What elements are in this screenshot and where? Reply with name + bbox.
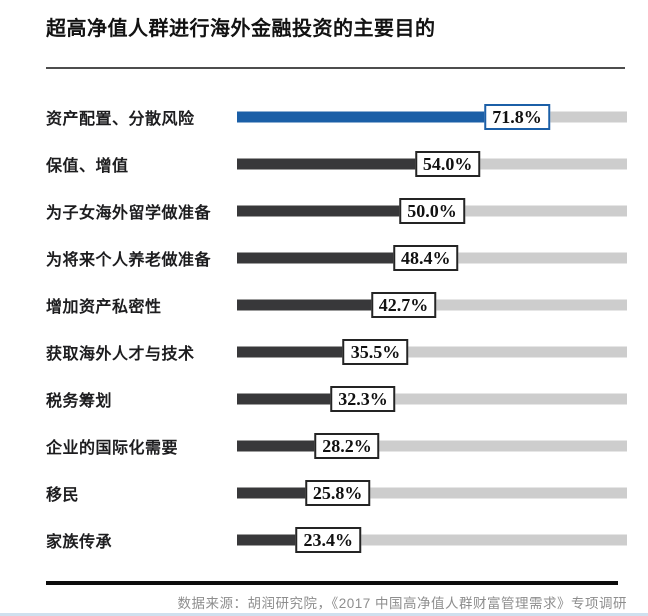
page-title: 超高净值人群进行海外金融投资的主要目的	[46, 18, 436, 40]
category-label: 资产配置、分散风险	[46, 110, 195, 128]
chart-row: 为将来个人养老做准备 48.4%	[46, 234, 627, 281]
bar-area: 28.2%	[237, 431, 627, 461]
category-label: 保值、增值	[46, 157, 129, 175]
chart-row: 移民 25.8%	[46, 469, 627, 516]
bar-area: 42.7%	[237, 290, 627, 320]
chart-row: 保值、增值 54.0%	[46, 140, 627, 187]
bar-chart: 资产配置、分散风险 71.8% 保值、增值 54.0% 为子女海外留学做准备 50.0% 为…	[46, 93, 627, 563]
category-label: 获取海外人才与技术	[46, 345, 195, 363]
chart-row: 增加资产私密性 42.7%	[46, 281, 627, 328]
chart-row: 税务筹划 32.3%	[46, 375, 627, 422]
bar-track	[237, 440, 627, 451]
category-label: 企业的国际化需要	[46, 439, 179, 457]
bar-area: 32.3%	[237, 384, 627, 414]
category-label: 家族传承	[46, 533, 113, 551]
bar-area: 71.8%	[237, 102, 627, 132]
chart-row: 家族传承 23.4%	[46, 516, 627, 563]
page-bottom-strip	[0, 613, 648, 616]
bar-track	[237, 393, 627, 404]
value-label-box: 28.2%	[314, 432, 380, 459]
bar-area: 23.4%	[237, 525, 627, 555]
bar-track	[237, 534, 627, 545]
bar-fill	[237, 346, 376, 357]
category-label: 为将来个人养老做准备	[46, 251, 212, 269]
bar-area: 35.5%	[237, 337, 627, 367]
value-label-box: 25.8%	[304, 479, 371, 506]
chart-row: 资产配置、分散风险 71.8%	[46, 93, 627, 140]
bar-track	[237, 346, 627, 357]
bar-fill	[237, 158, 448, 169]
chart-row: 获取海外人才与技术 35.5%	[46, 328, 627, 375]
value-label-box: 48.4%	[393, 244, 459, 271]
bar-area: 48.4%	[237, 243, 627, 273]
category-label: 增加资产私密性	[46, 298, 162, 316]
value-label-box: 50.0%	[399, 197, 465, 224]
category-label: 为子女海外留学做准备	[46, 204, 212, 222]
title-divider	[46, 67, 625, 69]
value-label-box: 54.0%	[414, 150, 481, 177]
bar-area: 25.8%	[237, 478, 627, 508]
value-label-box: 35.5%	[342, 338, 409, 365]
chart-row: 企业的国际化需要 28.2%	[46, 422, 627, 469]
bar-fill	[237, 205, 432, 216]
bar-fill	[237, 252, 426, 263]
bar-track	[237, 487, 627, 498]
category-label: 移民	[46, 486, 80, 504]
bar-area: 50.0%	[237, 196, 627, 226]
bar-fill	[237, 440, 347, 451]
value-label-box: 32.3%	[330, 385, 396, 412]
bar-fill	[237, 487, 338, 498]
footer-divider	[46, 581, 618, 585]
bar-fill	[237, 393, 363, 404]
data-source-caption: 数据来源：胡润研究院，《2017 中国高净值人群财富管理需求》专项调研	[177, 596, 627, 611]
chart-row: 为子女海外留学做准备 50.0%	[46, 187, 627, 234]
bar-fill	[237, 534, 329, 545]
value-label-box: 42.7%	[370, 291, 437, 318]
bar-area: 54.0%	[237, 149, 627, 179]
bar-fill	[237, 299, 404, 310]
bar-fill	[237, 111, 518, 122]
value-label-box: 71.8%	[484, 103, 550, 130]
value-label-box: 23.4%	[295, 526, 361, 553]
category-label: 税务筹划	[46, 392, 113, 410]
